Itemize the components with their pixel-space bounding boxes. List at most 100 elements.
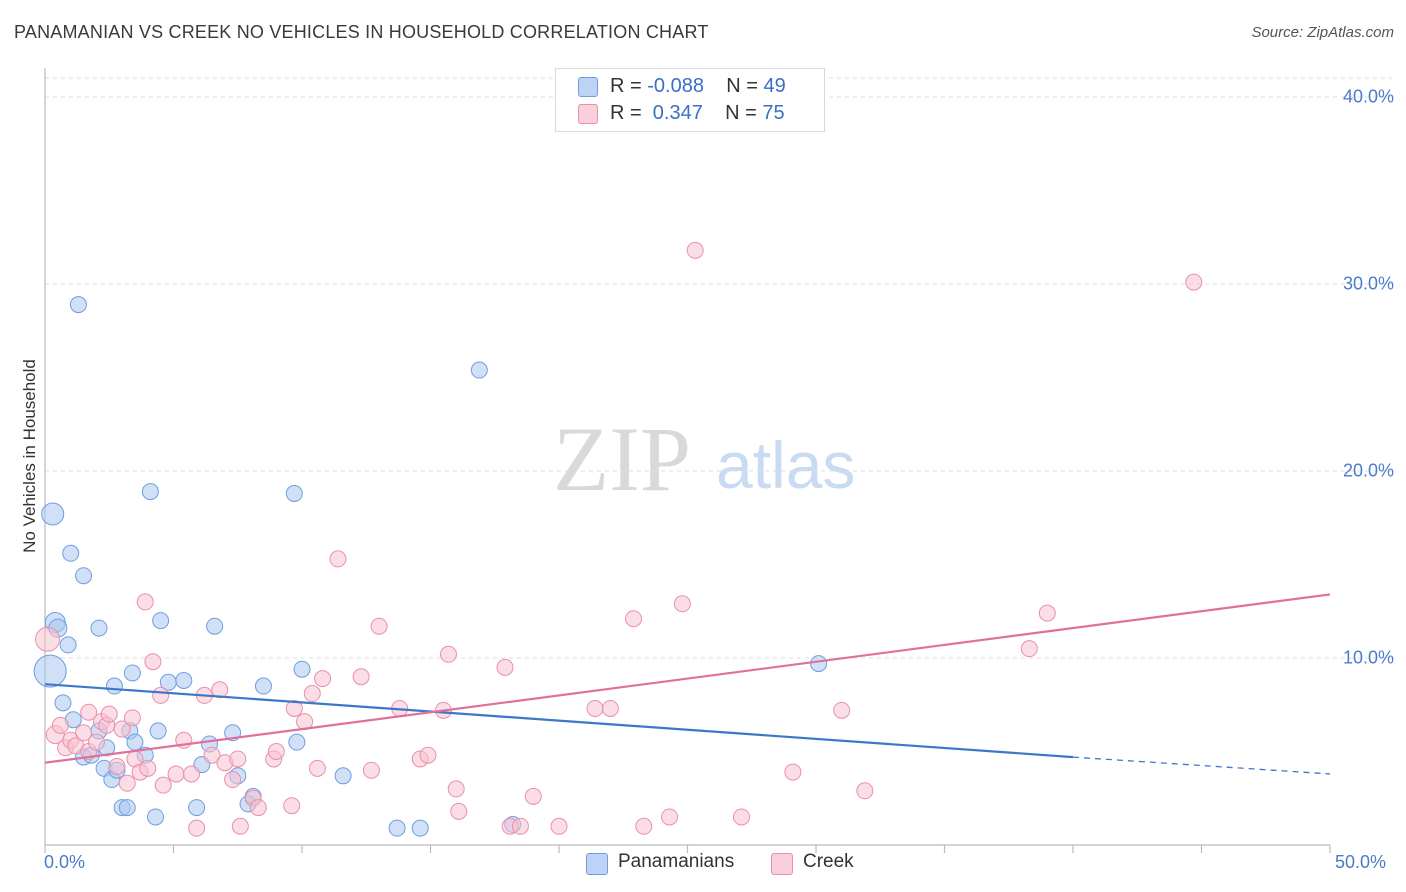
creek-point	[524, 787, 542, 805]
creek-point	[188, 819, 206, 837]
creek-point	[224, 771, 242, 789]
panamanian-point	[206, 617, 224, 635]
creek-point	[439, 645, 457, 663]
creek-point	[139, 759, 157, 777]
creek-point	[308, 759, 326, 777]
creek-point	[511, 817, 529, 835]
panamanian-point	[810, 655, 828, 673]
panamanian-point	[33, 654, 67, 688]
creek-point	[108, 757, 126, 775]
creek-point	[352, 668, 370, 686]
creek-point	[182, 765, 200, 783]
creek-point	[80, 703, 98, 721]
panamanians-trend-extension	[1072, 756, 1331, 775]
gridlines	[45, 77, 1392, 659]
panamanian-point	[334, 767, 352, 785]
panamanians-trend-line	[44, 683, 1074, 759]
creek-point	[100, 705, 118, 723]
y-tick-label: 40.0%	[1342, 86, 1394, 107]
panamanian-point	[411, 819, 429, 837]
creek-point	[152, 686, 170, 704]
creek-point	[35, 626, 61, 652]
creek-point	[447, 780, 465, 798]
panamanians-points	[33, 296, 828, 837]
creek-point	[625, 610, 643, 628]
creek-point	[1185, 273, 1203, 291]
legend-n-value: 75	[762, 102, 785, 124]
creek-point	[75, 724, 93, 742]
creek-point	[285, 699, 303, 717]
panamanian-point	[62, 544, 80, 562]
legend-r-label: R =	[610, 75, 648, 97]
legend-r-value: -0.088	[647, 75, 704, 97]
legend-n-label: N =	[725, 102, 763, 124]
creek-point	[732, 808, 750, 826]
creek-point	[784, 763, 802, 781]
panamanian-point	[41, 502, 65, 526]
creek-point	[370, 617, 388, 635]
creek-point	[87, 733, 105, 751]
stats-legend: R = -0.088 N = 49 R = 0.347 N = 75	[555, 68, 825, 132]
panamanian-point	[90, 619, 108, 637]
creek-point	[329, 550, 347, 568]
creek-point	[211, 681, 229, 699]
panamanian-point	[118, 799, 136, 817]
watermark-zip: ZIP	[553, 408, 691, 510]
panamanian-point	[105, 677, 123, 695]
creek-point	[450, 802, 468, 820]
legend-r-value: 0.347	[647, 102, 703, 124]
creek-point	[231, 817, 249, 835]
panamanian-point	[59, 636, 77, 654]
legend-swatch-creek	[578, 104, 598, 124]
legend-n-label: N =	[726, 75, 764, 97]
creek-point	[203, 746, 221, 764]
creek-point	[51, 716, 69, 734]
creek-point	[229, 750, 247, 768]
x-tick-min: 0.0%	[44, 852, 86, 872]
panamanian-point	[293, 660, 311, 678]
creek-point	[550, 817, 568, 835]
watermark-atlas: atlas	[716, 428, 855, 502]
creek-point	[419, 746, 437, 764]
creek-point	[686, 241, 704, 259]
legend-swatch-panamanians	[578, 77, 598, 97]
creek-point	[586, 699, 604, 717]
creek-point	[144, 653, 162, 671]
panamanian-point	[149, 722, 167, 740]
creek-point	[1038, 604, 1056, 622]
panamanian-point	[285, 484, 303, 502]
panamanian-point	[54, 694, 72, 712]
creek-point	[314, 670, 332, 688]
creek-point	[154, 776, 172, 794]
creek-point	[123, 709, 141, 727]
creek-point	[635, 817, 653, 835]
panamanian-point	[288, 733, 306, 751]
panamanian-point	[388, 819, 406, 837]
creek-point	[136, 593, 154, 611]
creek-point	[673, 595, 691, 613]
y-tick-label: 10.0%	[1342, 647, 1394, 668]
bottom-legend-label-panamanians: Panamanians	[618, 851, 735, 872]
panamanian-point	[141, 483, 159, 501]
creek-point	[283, 797, 301, 815]
creek-point	[1020, 640, 1038, 658]
creek-point	[118, 774, 136, 792]
creek-point	[113, 720, 131, 738]
bottom-legend-label-creek: Creek	[803, 851, 854, 872]
creek-point	[362, 761, 380, 779]
bottom-legend-swatch-creek	[771, 853, 793, 875]
creek-point	[303, 685, 321, 703]
creek-trend-line	[44, 593, 1331, 764]
watermark: ZIP atlas	[553, 408, 855, 510]
panamanian-point	[126, 733, 144, 751]
panamanian-point	[175, 671, 193, 689]
panamanian-point	[254, 677, 272, 695]
x-tick-max: 50.0%	[1335, 852, 1387, 872]
panamanian-point	[123, 664, 141, 682]
panamanian-point	[152, 612, 170, 630]
panamanian-point	[470, 361, 488, 379]
panamanian-point	[69, 296, 87, 314]
source-label: Source: ZipAtlas.com	[1251, 24, 1394, 41]
bottom-legend-swatch-panamanians	[586, 853, 608, 875]
